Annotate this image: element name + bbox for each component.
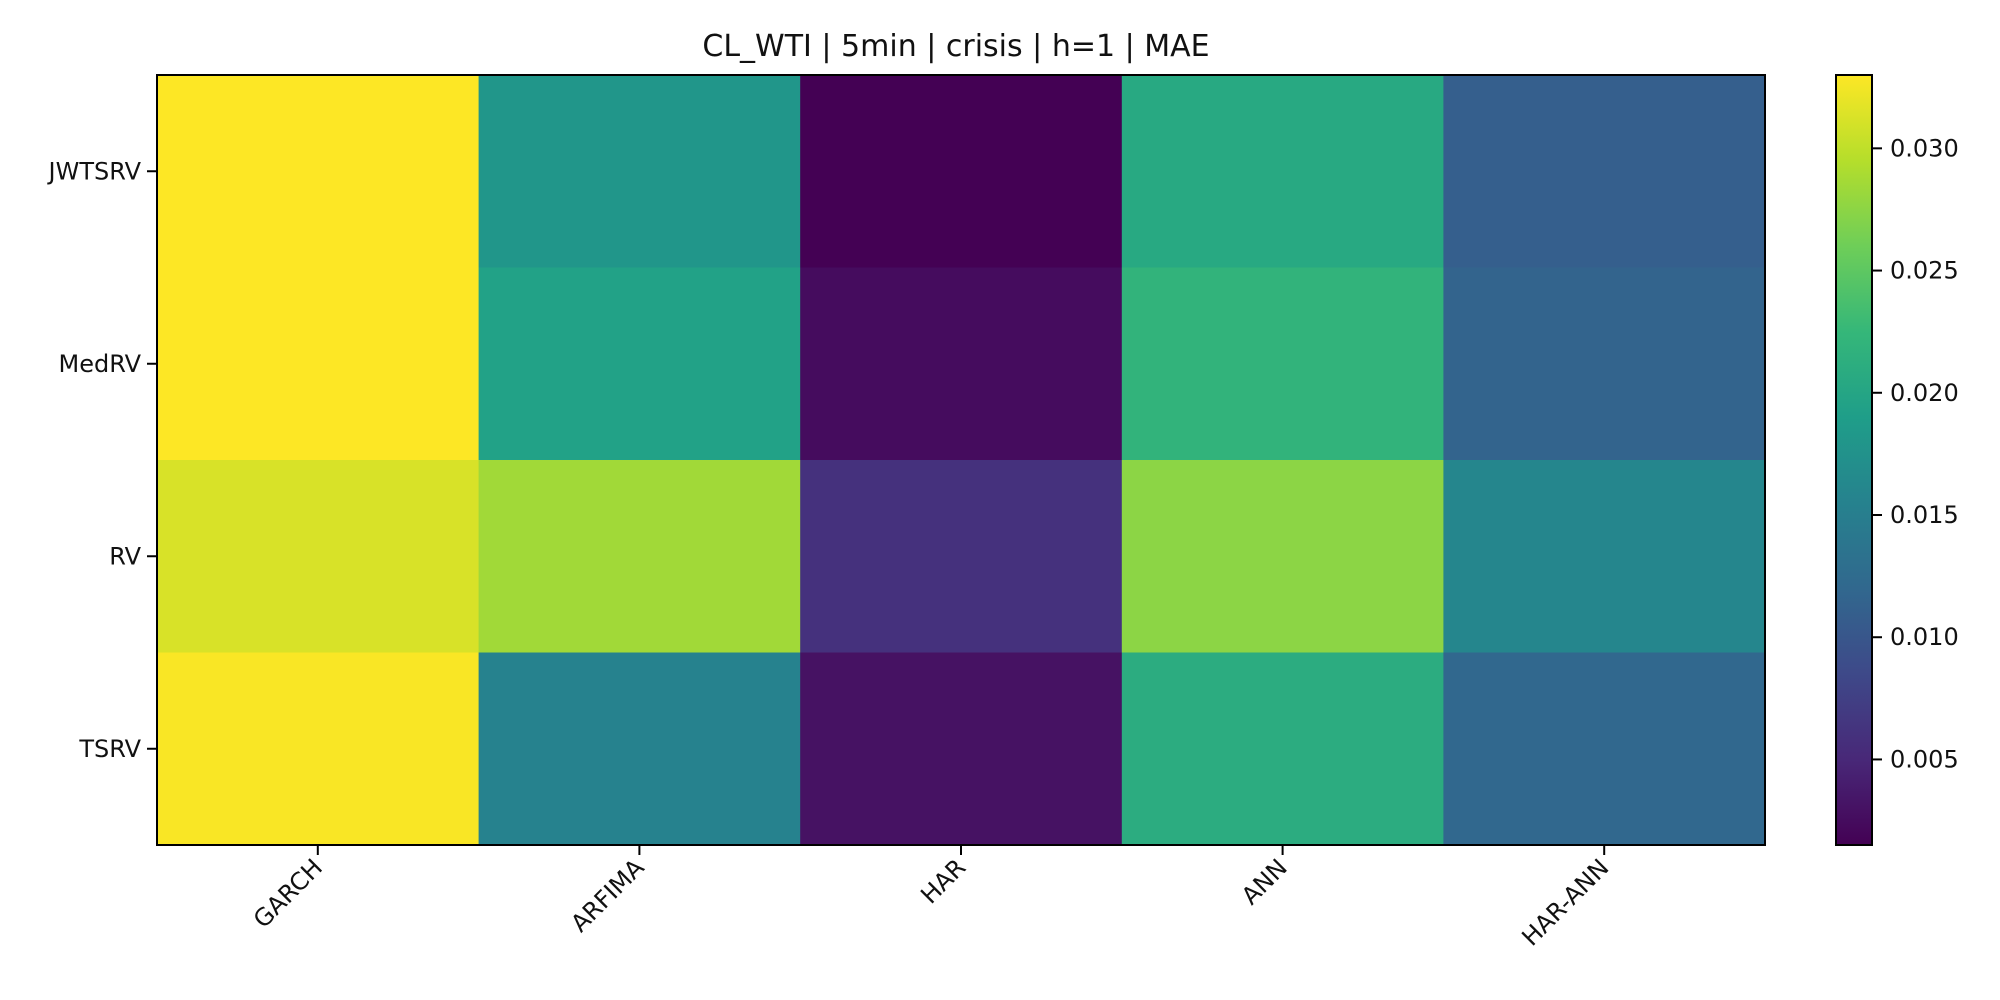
colorbar-tick-label: 0.030 — [1890, 134, 1959, 162]
heatmap-cell — [157, 652, 480, 846]
heatmap-cell — [1443, 652, 1766, 846]
colorbar-ticks: 0.005 0.010 0.015 0.020 0.025 0.030 — [1872, 134, 1959, 773]
chart-title: CL_WTI | 5min | crisis | h=1 | MAE — [702, 29, 1209, 64]
heatmap-cell — [1443, 267, 1766, 461]
colorbar-tick-label: 0.010 — [1890, 623, 1959, 651]
heatmap-cell — [800, 652, 1123, 846]
y-tick-label: TSRV — [78, 735, 141, 763]
x-tick-label: ARFIMA — [565, 853, 650, 938]
colorbar-tick-label: 0.025 — [1890, 257, 1959, 285]
heatmap-cell — [478, 75, 801, 268]
colorbar: 0.005 0.010 0.015 0.020 0.025 0.030 — [1835, 74, 1959, 846]
heatmap-cell — [157, 75, 480, 268]
x-tick-label: GARCH — [248, 853, 328, 933]
heatmap-cell — [1121, 75, 1444, 268]
colorbar-tick-label: 0.005 — [1890, 745, 1959, 773]
y-tick-label: JWTSRV — [47, 157, 142, 185]
heatmap-cell — [800, 267, 1123, 461]
colorbar-gradient — [1836, 75, 1872, 845]
heatmap-cell — [478, 652, 801, 846]
x-tick-label: HAR — [915, 853, 971, 909]
heatmap-cell — [800, 75, 1123, 268]
x-tick-label: ANN — [1236, 853, 1293, 910]
heatmap-cell — [1121, 652, 1444, 846]
colorbar-tick-label: 0.015 — [1890, 501, 1959, 529]
colorbar-frame — [1835, 74, 1873, 846]
heatmap-cell — [1121, 460, 1444, 653]
x-axis: GARCH ARFIMA HAR ANN HAR-ANN — [248, 845, 1614, 951]
heatmap-cell — [1443, 460, 1766, 653]
heatmap-cell — [478, 460, 801, 653]
heatmap-cell — [1121, 267, 1444, 461]
x-tick-label: HAR-ANN — [1516, 853, 1614, 951]
colorbar-tick-label: 0.020 — [1890, 379, 1959, 407]
heatmap-cell — [157, 267, 480, 461]
heatmap-cell — [478, 267, 801, 461]
heatmap-cell — [1443, 75, 1766, 268]
y-tick-label: MedRV — [59, 350, 142, 378]
y-tick-label: RV — [109, 542, 141, 570]
heatmap-cell — [800, 460, 1123, 653]
heatmap-cells — [157, 75, 1766, 846]
heatmap-cell — [157, 460, 480, 653]
y-axis: JWTSRV MedRV RV TSRV — [47, 157, 157, 763]
